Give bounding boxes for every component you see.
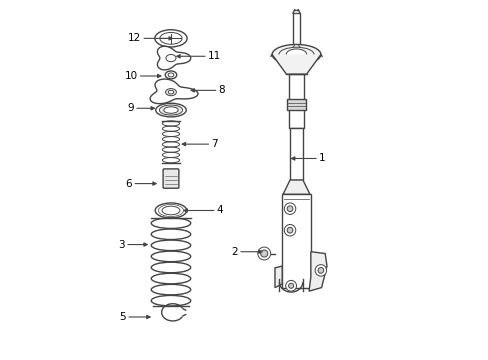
Circle shape [260,250,267,257]
Polygon shape [157,46,190,70]
Bar [289,128,303,180]
Text: 6: 6 [125,179,132,189]
Ellipse shape [163,107,178,113]
Ellipse shape [155,103,186,117]
Text: 12: 12 [128,33,141,43]
Text: 7: 7 [211,139,218,149]
Text: 11: 11 [207,51,221,61]
Ellipse shape [162,206,180,215]
Circle shape [314,265,326,276]
FancyBboxPatch shape [163,169,179,188]
Text: 4: 4 [217,206,223,216]
Circle shape [257,247,270,260]
Circle shape [286,206,292,212]
Bar [282,194,310,288]
Text: 8: 8 [218,85,225,95]
Circle shape [284,203,295,215]
Ellipse shape [159,105,182,115]
Text: 1: 1 [319,153,325,163]
Text: 3: 3 [118,239,125,249]
Bar [292,13,300,47]
Polygon shape [274,266,282,288]
Ellipse shape [155,30,187,47]
Text: 9: 9 [127,103,134,113]
Text: 5: 5 [119,312,126,322]
Ellipse shape [165,54,176,62]
Circle shape [284,225,295,236]
Ellipse shape [168,73,174,77]
Polygon shape [283,180,309,194]
Circle shape [317,267,323,273]
Ellipse shape [155,203,186,218]
Polygon shape [150,79,198,104]
Bar [286,99,306,110]
Polygon shape [271,54,320,74]
Ellipse shape [165,71,176,79]
Ellipse shape [285,49,306,60]
Circle shape [286,227,292,233]
Circle shape [285,280,296,291]
Circle shape [288,283,293,288]
Text: 2: 2 [231,247,238,257]
Bar [288,74,304,128]
Ellipse shape [168,90,173,94]
Polygon shape [308,252,326,291]
Text: 10: 10 [124,71,137,81]
Ellipse shape [165,89,176,96]
Ellipse shape [271,44,320,64]
Ellipse shape [160,32,182,44]
